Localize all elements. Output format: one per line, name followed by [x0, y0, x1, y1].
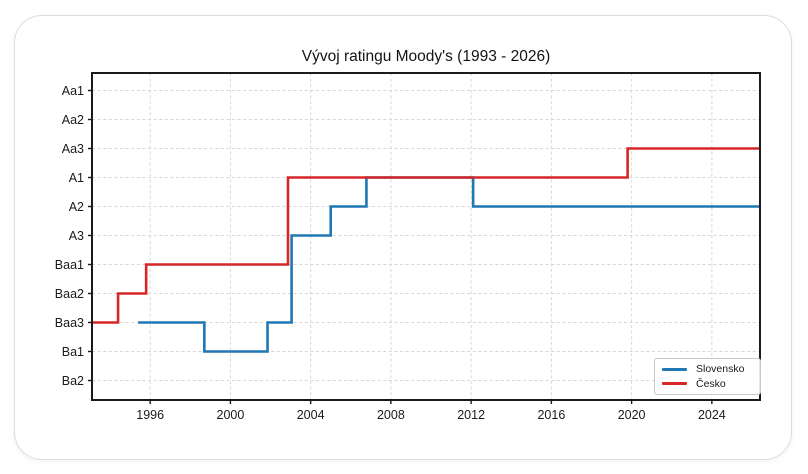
legend-item-slovensko: Slovensko	[662, 363, 753, 375]
x-tick-label: 2016	[537, 408, 565, 422]
x-tick-label: 2020	[618, 408, 646, 422]
y-tick-label: Baa1	[55, 258, 84, 272]
y-tick-label: A3	[69, 229, 84, 243]
plot-frame	[91, 72, 761, 401]
y-tick-label: A1	[69, 171, 84, 185]
x-tick-label: 2024	[698, 408, 726, 422]
x-tick-label: 2012	[457, 408, 485, 422]
legend: Slovensko Česko	[654, 358, 761, 395]
y-tick-label: Baa2	[55, 287, 84, 301]
y-tick-label: Baa3	[55, 316, 84, 330]
legend-swatch-slovensko	[662, 367, 687, 371]
legend-label-cesko: Česko	[696, 377, 726, 390]
y-tick-label: A2	[69, 200, 84, 214]
x-tick-label: 2000	[217, 408, 245, 422]
legend-swatch-cesko	[662, 382, 687, 386]
legend-label-slovensko: Slovensko	[696, 363, 745, 376]
y-tick-label: Ba1	[62, 345, 84, 359]
series-line-cesko	[92, 147, 760, 324]
chart-title: Vývoj ratingu Moody's (1993 - 2026)	[301, 48, 551, 65]
x-tick-label: 2004	[297, 408, 325, 422]
x-tick-label: 1996	[136, 408, 164, 422]
y-tick-label: Aa2	[62, 113, 84, 127]
y-tick-label: Aa1	[62, 84, 84, 98]
y-tick-label: Aa3	[62, 142, 84, 156]
legend-item-cesko: Česko	[662, 378, 753, 390]
y-tick-label: Ba2	[62, 374, 84, 388]
x-tick-label: 2008	[377, 408, 405, 422]
